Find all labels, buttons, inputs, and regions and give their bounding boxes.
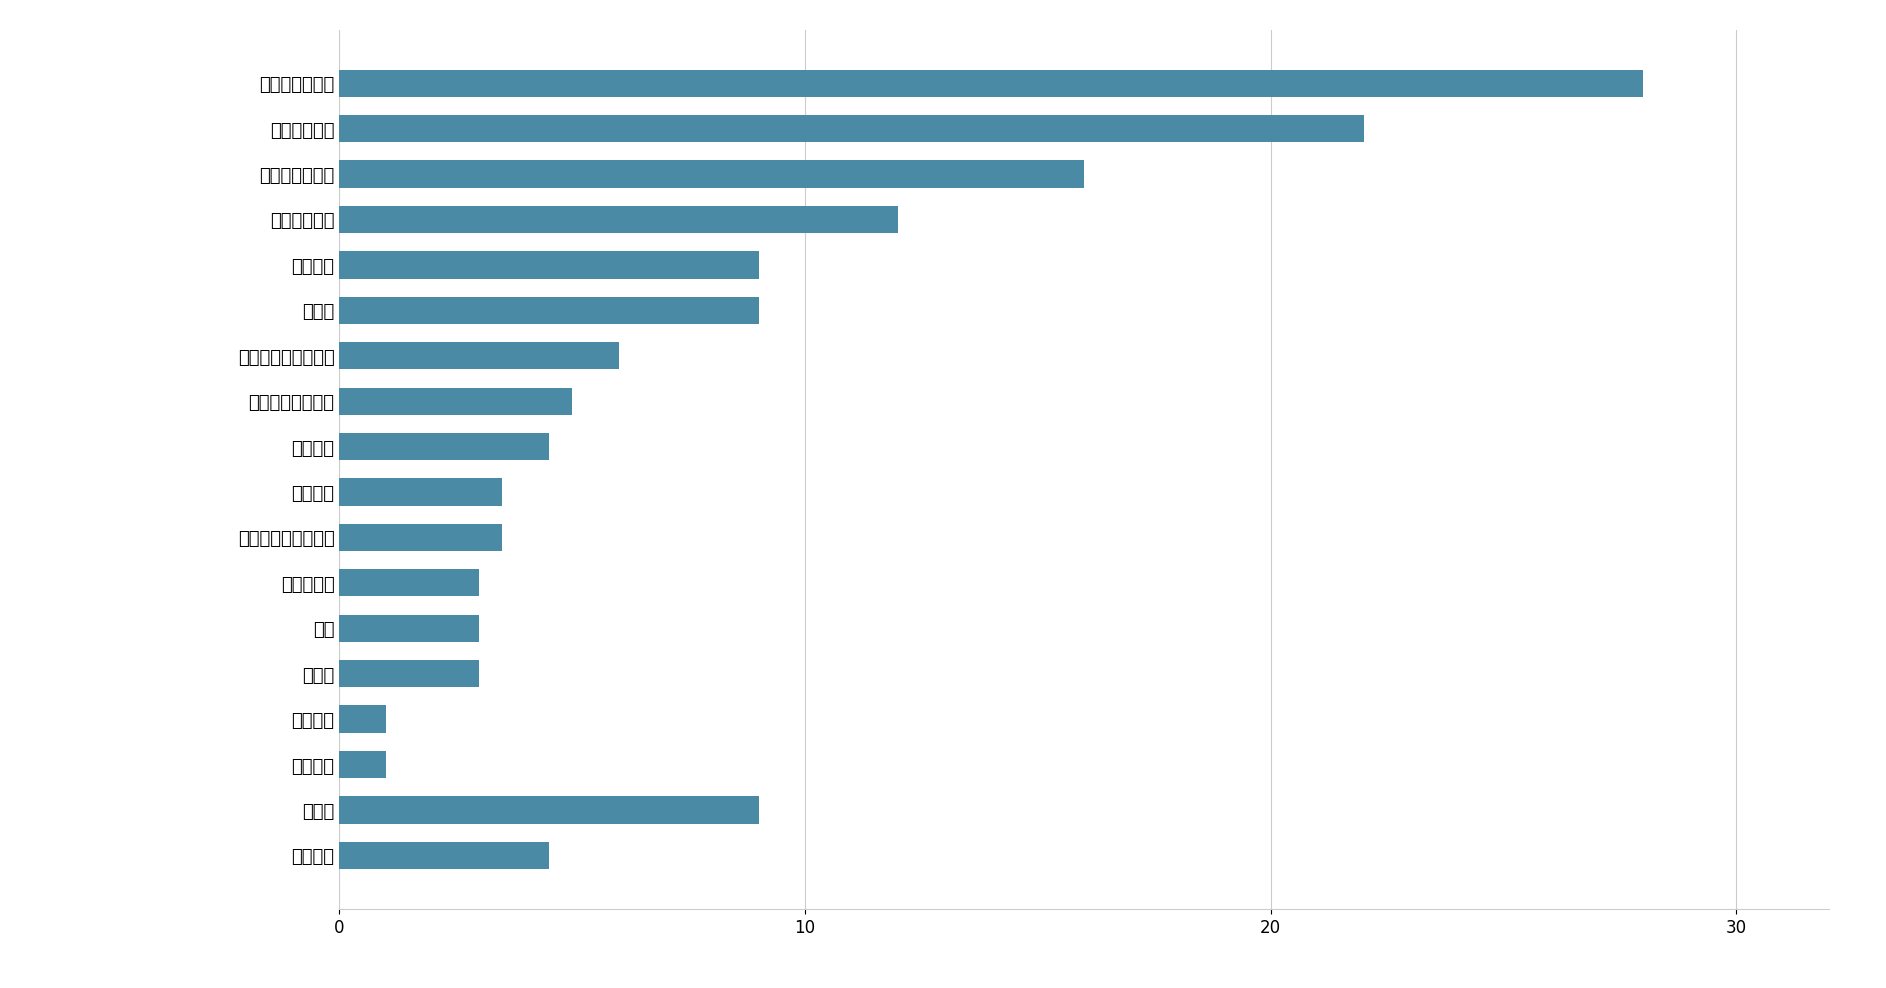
Bar [339, 206, 898, 233]
Bar [339, 478, 502, 506]
Bar [339, 569, 479, 597]
Bar [339, 160, 1084, 188]
Bar [339, 705, 387, 733]
Bar [339, 433, 549, 460]
Bar [339, 115, 1364, 142]
Bar [339, 524, 502, 551]
Bar [339, 69, 1643, 97]
Bar [339, 342, 619, 370]
Bar [339, 660, 479, 688]
Bar [339, 751, 387, 779]
Bar [339, 796, 758, 824]
Bar [339, 842, 549, 869]
Bar [339, 615, 479, 642]
Bar [339, 296, 758, 324]
Bar [339, 387, 571, 415]
Bar [339, 251, 758, 279]
